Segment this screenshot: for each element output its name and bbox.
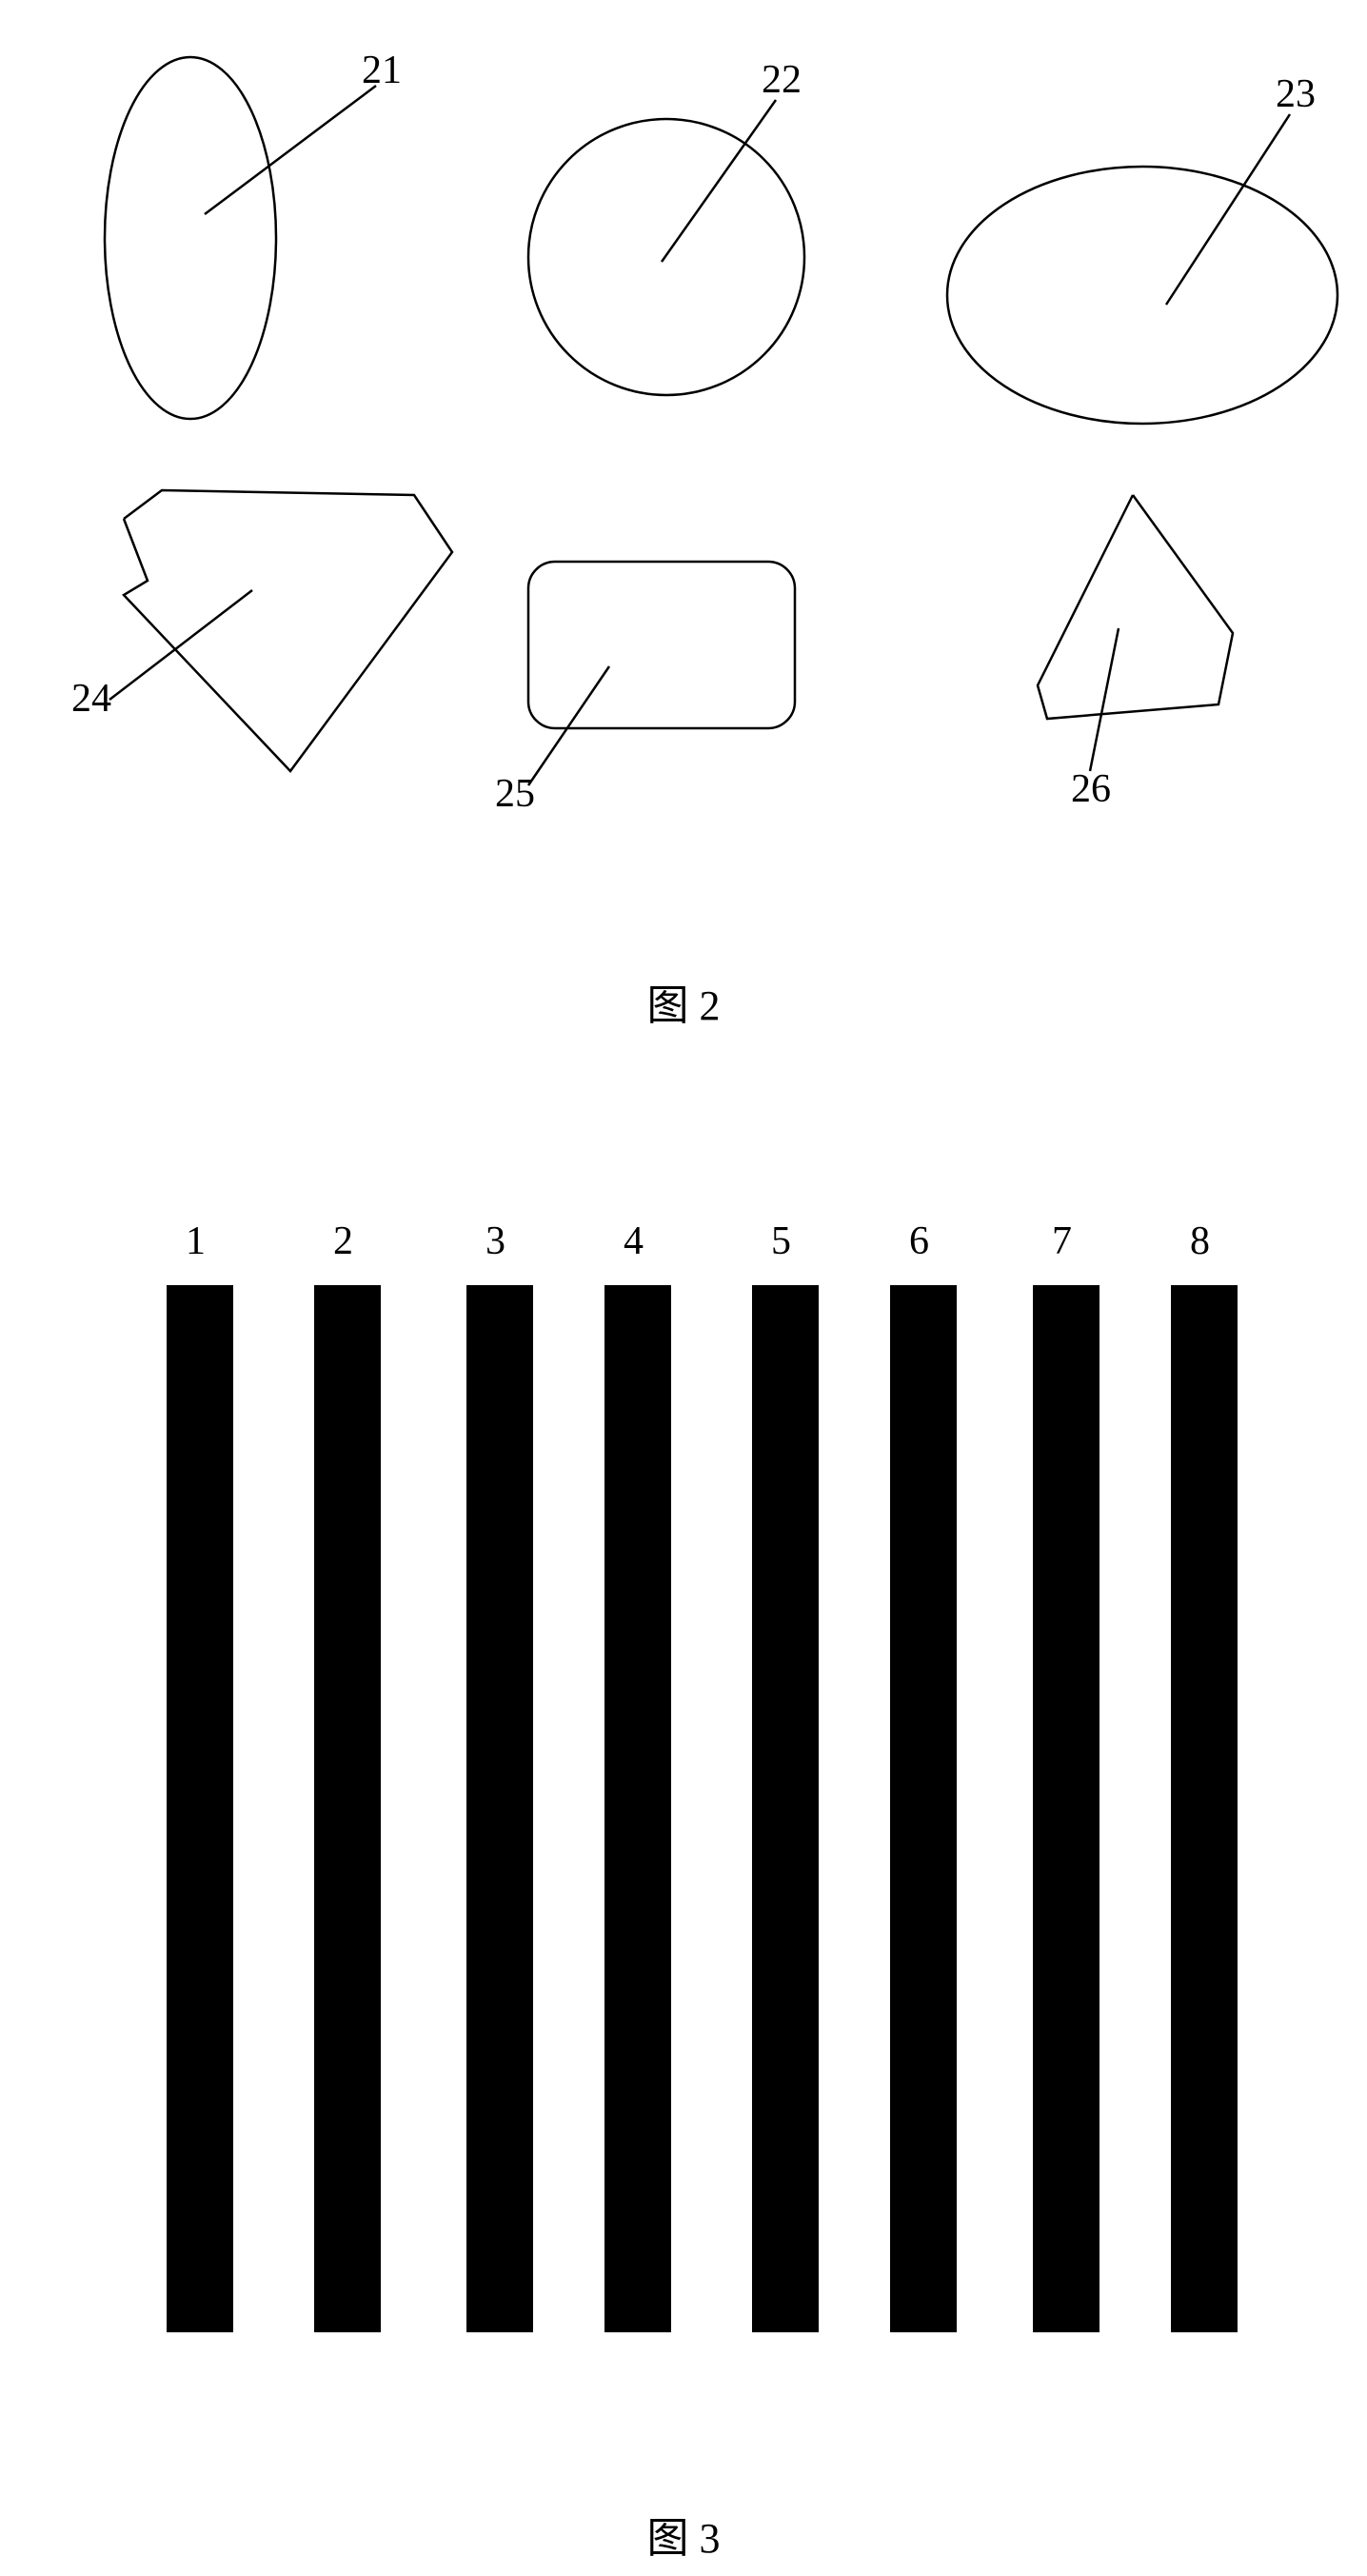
bar-5 bbox=[752, 1285, 819, 2332]
bar-2 bbox=[314, 1285, 381, 2332]
figure-3-container: 1 2 3 4 5 6 7 8 bbox=[0, 1190, 1367, 2475]
figure-2-svg bbox=[0, 19, 1367, 876]
leader-26 bbox=[1090, 628, 1119, 771]
shape-21-ellipse bbox=[105, 57, 276, 419]
leader-25 bbox=[528, 666, 609, 785]
bar-label-4: 4 bbox=[624, 1219, 644, 1264]
leader-24 bbox=[109, 590, 252, 700]
bar-label-1: 1 bbox=[186, 1219, 206, 1264]
figure-3-caption: 图 3 bbox=[647, 2504, 721, 2565]
bar-1 bbox=[167, 1285, 233, 2332]
label-23: 23 bbox=[1276, 71, 1316, 117]
bar-3 bbox=[466, 1285, 533, 2332]
bar-6 bbox=[890, 1285, 957, 2332]
label-24: 24 bbox=[71, 676, 111, 722]
bar-label-3: 3 bbox=[485, 1219, 505, 1264]
leader-22 bbox=[662, 100, 776, 262]
figure-2-caption: 图 2 bbox=[647, 971, 721, 1032]
bar-7 bbox=[1033, 1285, 1100, 2332]
label-21: 21 bbox=[362, 48, 402, 93]
label-26: 26 bbox=[1071, 766, 1111, 812]
bar-label-2: 2 bbox=[333, 1219, 353, 1264]
leader-21 bbox=[205, 86, 376, 214]
figure-2-container: 21 22 23 24 25 26 bbox=[0, 19, 1367, 876]
bar-label-8: 8 bbox=[1190, 1219, 1210, 1264]
shape-25-rect bbox=[528, 562, 795, 728]
bar-label-6: 6 bbox=[909, 1219, 929, 1264]
shape-24-polygon bbox=[124, 490, 452, 771]
label-22: 22 bbox=[762, 57, 802, 103]
bar-label-7: 7 bbox=[1052, 1219, 1072, 1264]
bar-8 bbox=[1171, 1285, 1238, 2332]
label-25: 25 bbox=[495, 771, 535, 817]
shape-26-polygon bbox=[1038, 495, 1233, 719]
leader-23 bbox=[1166, 114, 1290, 305]
bar-label-5: 5 bbox=[771, 1219, 791, 1264]
bar-4 bbox=[604, 1285, 671, 2332]
shape-23-ellipse bbox=[947, 167, 1337, 424]
